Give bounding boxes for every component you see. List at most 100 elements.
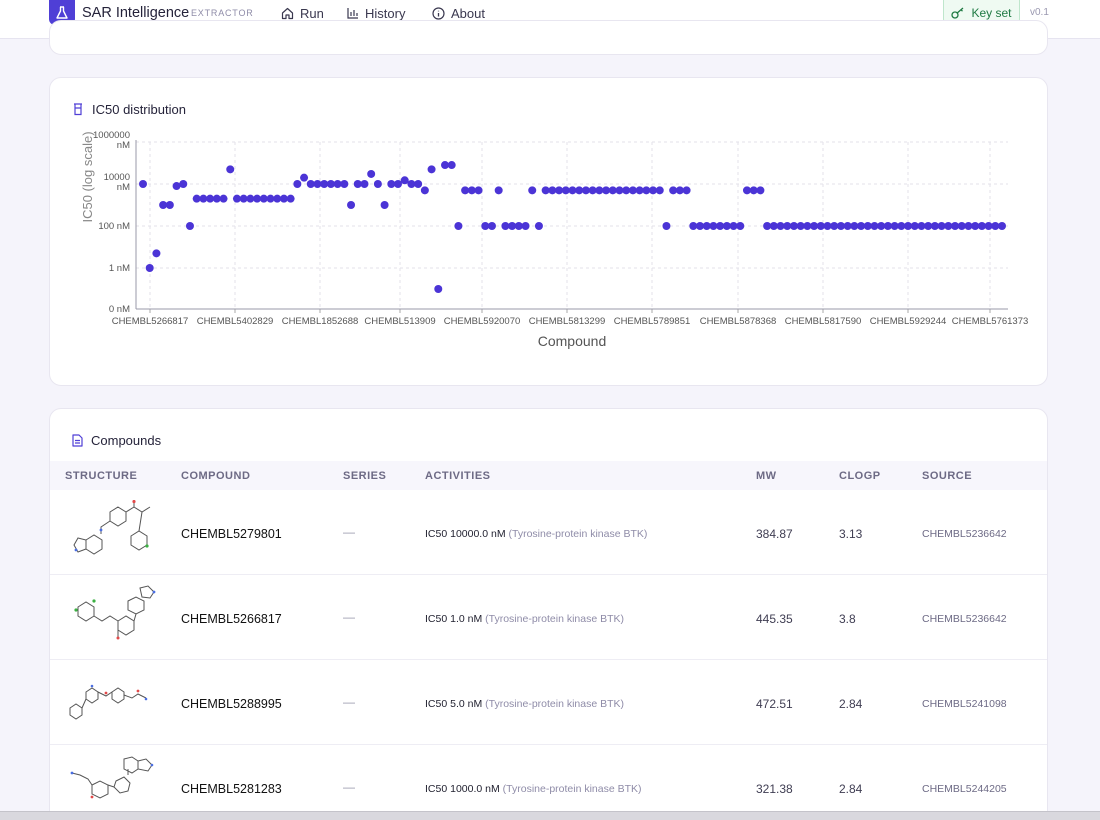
compound-id[interactable]: CHEMBL5266817 bbox=[181, 612, 282, 626]
data-point bbox=[944, 222, 953, 230]
data-point bbox=[722, 222, 731, 230]
col-clogp: CLOGP bbox=[839, 470, 881, 482]
x-tick-label: CHEMBL5813299 bbox=[529, 316, 606, 327]
data-point bbox=[830, 222, 839, 230]
key-icon bbox=[951, 7, 964, 19]
activity-measure: 1.0 nM bbox=[450, 613, 483, 625]
data-point bbox=[642, 186, 651, 195]
clogp-value: 3.13 bbox=[839, 527, 863, 541]
data-point bbox=[548, 186, 557, 195]
chart-card-title: IC50 distribution bbox=[92, 102, 186, 117]
data-point bbox=[159, 201, 168, 209]
data-point bbox=[662, 222, 671, 230]
data-point bbox=[232, 194, 241, 203]
x-axis-title: Compound bbox=[538, 333, 607, 349]
data-point bbox=[702, 222, 711, 230]
data-point bbox=[300, 173, 309, 182]
data-point bbox=[360, 180, 369, 188]
data-point bbox=[615, 186, 624, 195]
nav-history-label: History bbox=[365, 5, 406, 21]
data-point bbox=[461, 186, 470, 195]
data-point bbox=[447, 161, 456, 170]
table-row[interactable]: CHEMBL5279801 — IC50 10000.0 nM (Tyrosin… bbox=[50, 490, 1047, 575]
nav-run[interactable]: Run bbox=[281, 4, 324, 22]
data-point bbox=[266, 194, 275, 203]
ic50-chart-card: IC50 distribution CHEMBL5266817 CHEMBL540… bbox=[49, 77, 1048, 386]
clogp-value: 2.84 bbox=[839, 782, 863, 796]
data-point bbox=[467, 186, 476, 195]
data-point bbox=[836, 222, 845, 230]
data-point bbox=[347, 201, 356, 209]
data-point bbox=[682, 186, 691, 195]
compounds-card: Compounds STRUCTURE COMPOUND SERIES ACTI… bbox=[49, 408, 1048, 820]
data-point bbox=[454, 222, 463, 230]
data-point bbox=[696, 222, 705, 230]
compounds-card-title: Compounds bbox=[91, 433, 162, 448]
data-point bbox=[877, 222, 886, 230]
data-point bbox=[293, 180, 302, 188]
activity-target: (Tyrosine-protein kinase BTK) bbox=[502, 783, 642, 795]
data-point bbox=[534, 222, 543, 230]
data-point bbox=[816, 222, 825, 230]
col-activities: ACTIVITIES bbox=[425, 470, 491, 482]
compound-id[interactable]: CHEMBL5281283 bbox=[181, 782, 282, 796]
data-point bbox=[340, 180, 349, 188]
compound-id[interactable]: CHEMBL5288995 bbox=[181, 697, 282, 711]
data-point bbox=[353, 180, 362, 188]
data-point bbox=[414, 180, 423, 188]
data-point bbox=[971, 222, 980, 230]
data-point bbox=[427, 165, 436, 174]
activity-measure: 1000.0 nM bbox=[450, 783, 500, 795]
data-point bbox=[481, 222, 490, 230]
col-compound: COMPOUND bbox=[181, 470, 251, 482]
data-point bbox=[179, 180, 188, 188]
activity-measure: 5.0 nM bbox=[450, 698, 483, 710]
x-tick-label: CHEMBL5817590 bbox=[785, 316, 862, 327]
data-point bbox=[139, 180, 147, 188]
data-point bbox=[769, 222, 778, 230]
nav-history[interactable]: History bbox=[347, 4, 405, 22]
data-point bbox=[669, 186, 678, 195]
data-point bbox=[776, 222, 785, 230]
data-point bbox=[843, 222, 852, 230]
data-point bbox=[857, 222, 866, 230]
data-point bbox=[541, 186, 550, 195]
x-tick-label: CHEMBL1852688 bbox=[282, 316, 359, 327]
data-point bbox=[494, 186, 503, 195]
data-point bbox=[595, 186, 604, 195]
data-point bbox=[212, 194, 221, 203]
activity-type: IC50 bbox=[425, 528, 448, 540]
mw-value: 472.51 bbox=[756, 697, 793, 711]
activity-value: IC50 1.0 nM (Tyrosine-protein kinase BTK… bbox=[425, 613, 624, 625]
compound-id[interactable]: CHEMBL5279801 bbox=[181, 527, 282, 541]
data-point bbox=[930, 222, 939, 230]
home-icon bbox=[281, 7, 294, 19]
nav-about[interactable]: About bbox=[432, 4, 485, 22]
table-row[interactable]: CHEMBL5266817 — IC50 1.0 nM (Tyrosine-pr… bbox=[50, 575, 1047, 660]
x-tick-label: CHEMBL5761373 bbox=[952, 316, 1029, 327]
data-point bbox=[850, 222, 859, 230]
table-row[interactable]: CHEMBL5281283 — IC50 1000.0 nM (Tyrosine… bbox=[50, 745, 1047, 820]
data-point bbox=[796, 222, 805, 230]
data-point bbox=[226, 165, 235, 174]
activity-type: IC50 bbox=[425, 783, 448, 795]
chart-card-header: IC50 distribution bbox=[72, 102, 186, 117]
data-point bbox=[568, 186, 577, 195]
nav-run-label: Run bbox=[300, 5, 324, 21]
data-point bbox=[286, 194, 295, 203]
data-point bbox=[917, 222, 926, 230]
data-point bbox=[602, 186, 611, 195]
activity-target: (Tyrosine-protein kinase BTK) bbox=[485, 698, 625, 710]
data-point bbox=[729, 222, 738, 230]
data-point bbox=[588, 186, 597, 195]
data-point bbox=[709, 222, 718, 230]
table-row[interactable]: CHEMBL5288995 — IC50 5.0 nM (Tyrosine-pr… bbox=[50, 660, 1047, 745]
data-point bbox=[555, 186, 564, 195]
data-point bbox=[689, 222, 698, 230]
y-tick-label: 10000 bbox=[104, 172, 130, 183]
data-point bbox=[924, 222, 933, 230]
x-tick-label: CHEMBL513909 bbox=[364, 316, 435, 327]
data-point bbox=[172, 182, 181, 191]
info-icon bbox=[432, 6, 445, 20]
data-point bbox=[400, 176, 409, 185]
